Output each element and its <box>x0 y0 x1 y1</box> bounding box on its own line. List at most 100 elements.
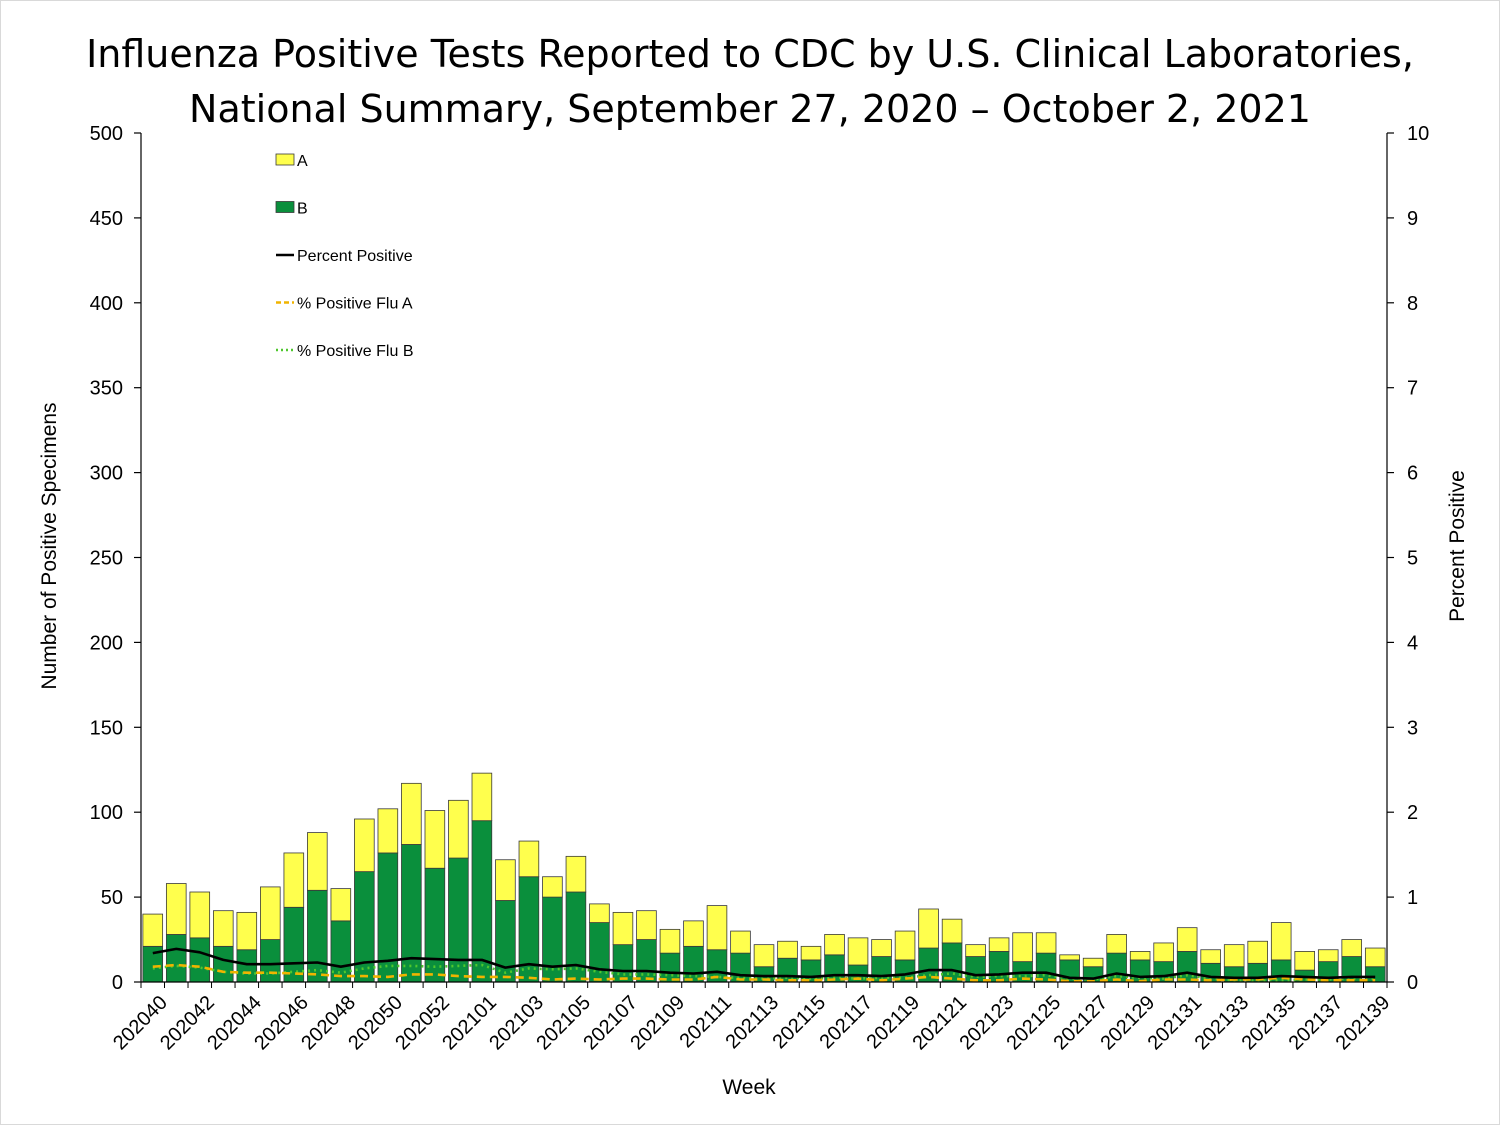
bar-a-202125 <box>1035 932 1057 954</box>
bar-a-202051 <box>401 782 422 845</box>
y-tick-label: 100 <box>90 802 123 824</box>
bar-b-202051 <box>401 844 422 983</box>
bar-a-202053 <box>448 799 469 859</box>
y2-tick-label: 4 <box>1407 632 1418 654</box>
bar-a-202132 <box>1200 949 1221 964</box>
bar-a-202136 <box>1294 951 1315 971</box>
y-tick-label: 0 <box>112 972 123 994</box>
bar-b-202048 <box>330 920 352 983</box>
y2-tick-label: 0 <box>1407 972 1418 994</box>
bar-a-202050 <box>377 808 399 854</box>
bar-b-202112 <box>730 952 751 983</box>
bar-b-202122 <box>965 956 986 983</box>
bar-b-202110 <box>683 945 704 983</box>
bar-a-202108 <box>636 910 657 940</box>
legend: A B Percent Positive % Positive Flu A % Posi… <box>275 153 413 360</box>
bar-a-202131 <box>1176 927 1198 952</box>
bar-b-202109 <box>659 952 681 983</box>
legend-item-flu-b: % Positive Flu B <box>276 343 413 360</box>
y-tick-label: 150 <box>90 717 123 739</box>
bar-a-202126 <box>1059 954 1080 961</box>
bar-b-202053 <box>448 857 469 983</box>
legend-item-a: A <box>275 153 308 170</box>
bar-a-202105 <box>565 855 587 893</box>
bar-a-202042 <box>189 891 211 939</box>
bar-a-202106 <box>589 903 610 923</box>
bar-b-202121 <box>941 942 963 983</box>
bar-a-202129 <box>1129 951 1151 961</box>
lines-group <box>152 947 1376 983</box>
bar-b-202047 <box>307 889 328 983</box>
percent-positive-line <box>152 947 1376 980</box>
bar-a-202101 <box>471 772 493 822</box>
bar-a-202044 <box>236 911 258 951</box>
y-tick-label: 250 <box>90 548 123 570</box>
bar-a-202120 <box>918 908 939 949</box>
bar-a-202118 <box>871 939 892 957</box>
bar-a-202137 <box>1317 949 1339 963</box>
bar-a-202049 <box>354 818 375 873</box>
flu-b-percent-line <box>152 963 1376 982</box>
legend-item-b-swatch <box>275 201 295 213</box>
chart-subtitle: National Summary, September 27, 2020 – O… <box>189 87 1311 131</box>
bar-b-202046 <box>283 906 305 983</box>
y2-axis-label: Percent Positive <box>1446 470 1469 622</box>
y-tick-label: 500 <box>90 123 123 145</box>
bar-a-202110 <box>683 920 704 947</box>
y2-tick-label: 7 <box>1407 378 1418 400</box>
legend-item-b-label: B <box>297 201 308 218</box>
bar-b-202102 <box>495 900 516 983</box>
bar-b-202052 <box>424 867 446 983</box>
bar-a-202102 <box>495 859 516 901</box>
bar-b-202125 <box>1035 952 1057 983</box>
bar-b-202045 <box>260 939 281 983</box>
bar-a-202109 <box>659 928 681 954</box>
y2-tick-label: 3 <box>1407 717 1418 739</box>
bars-group <box>142 772 1386 983</box>
bar-a-202104 <box>542 876 563 898</box>
bar-a-202117 <box>847 937 869 966</box>
chart-title: Influenza Positive Tests Reported to CDC… <box>86 32 1414 76</box>
bar-a-202114 <box>777 940 798 959</box>
bar-b-202043 <box>213 945 234 983</box>
y-tick-label: 350 <box>90 378 123 400</box>
bar-a-202134 <box>1247 940 1268 964</box>
bar-a-202130 <box>1153 942 1174 963</box>
bar-a-202041 <box>165 883 187 935</box>
bar-b-202101 <box>471 820 493 983</box>
bar-a-202043 <box>213 910 234 947</box>
y2-tick-label: 9 <box>1407 208 1418 230</box>
y2-tick-label: 8 <box>1407 293 1418 315</box>
bar-a-202047 <box>307 832 328 891</box>
legend-item-b: B <box>275 201 308 218</box>
bar-a-202116 <box>824 934 845 956</box>
bar-a-202103 <box>518 840 540 878</box>
bar-b-202129 <box>1129 959 1151 983</box>
bar-b-202049 <box>354 871 375 983</box>
bar-a-202046 <box>283 852 305 908</box>
bar-a-202113 <box>753 944 775 968</box>
bar-a-202040 <box>142 913 164 947</box>
y2-tick-label: 5 <box>1407 548 1418 570</box>
bar-a-202115 <box>800 945 822 961</box>
bar-a-202112 <box>730 930 751 954</box>
y-tick-label: 400 <box>90 293 123 315</box>
y2-tick-label: 6 <box>1407 463 1418 485</box>
legend-item-percent-positive: Percent Positive <box>276 248 413 265</box>
bar-b-202050 <box>377 852 399 983</box>
bar-a-202123 <box>988 937 1010 952</box>
bar-a-202135 <box>1270 922 1292 961</box>
legend-item-a-label: A <box>297 153 308 170</box>
legend-item-flu-a: % Positive Flu A <box>276 296 413 313</box>
y-axis-label: Number of Positive Specimens <box>38 402 61 689</box>
bar-b-202123 <box>988 951 1010 983</box>
y2-tick-label: 10 <box>1407 123 1429 145</box>
bar-a-202121 <box>941 918 963 944</box>
bar-b-202044 <box>236 949 258 983</box>
legend-item-flu-b-label: % Positive Flu B <box>297 343 413 360</box>
bar-a-202127 <box>1082 957 1104 968</box>
bar-b-202107 <box>612 944 634 983</box>
bar-a-202128 <box>1106 934 1127 954</box>
bar-a-202052 <box>424 810 446 869</box>
